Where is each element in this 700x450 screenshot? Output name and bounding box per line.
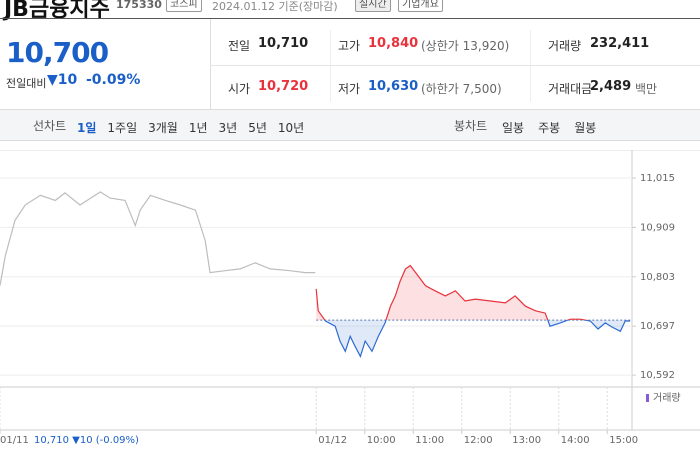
period-tab[interactable]: 1년 bbox=[188, 121, 208, 135]
price: 10,700 bbox=[6, 36, 109, 69]
stock-name: JB금융지주 bbox=[4, 0, 110, 22]
stat-note: (하한가 7,500) bbox=[421, 82, 502, 96]
change-pct: -0.09% bbox=[86, 72, 141, 88]
stat-value: 2,489 bbox=[590, 79, 632, 94]
tab-bar: 선차트 1일 1주일 3개월 1년 3년 5년 10년 봉차트 일봉 주봉 월봉 bbox=[0, 109, 700, 141]
volume-legend: 거래량 bbox=[653, 392, 681, 404]
stat-value: 10,630 bbox=[368, 79, 419, 94]
x-tick-label: 13:00 bbox=[512, 435, 541, 446]
volume-legend-swatch bbox=[646, 394, 649, 402]
period-tab[interactable]: 10년 bbox=[277, 121, 305, 135]
x-tick-label: 11:00 bbox=[415, 435, 444, 446]
price-line bbox=[0, 191, 316, 286]
stat-label: 전일 bbox=[228, 39, 251, 53]
prev-info: 10,710 ▼10 (-0.09%) bbox=[34, 435, 139, 446]
chart: 11,015 10,909 10,803 10,697 10,592 01/11 01/12… bbox=[0, 150, 700, 446]
candle-tab[interactable]: 일봉 bbox=[502, 121, 525, 135]
period-tab[interactable]: 3개월 bbox=[148, 121, 178, 135]
stat-label: 고가 bbox=[338, 39, 361, 53]
x-tick-label: 01/12 bbox=[318, 435, 347, 446]
stat-value: 10,720 bbox=[258, 79, 309, 94]
x-tick-label: 10:00 bbox=[367, 435, 396, 446]
change-label: 전일대비 bbox=[6, 77, 47, 90]
divider bbox=[530, 30, 531, 102]
change: ▼10 bbox=[47, 72, 78, 88]
stat-note: (상한가 13,920) bbox=[421, 39, 510, 53]
stat-label: 거래대금 bbox=[548, 82, 593, 96]
x-tick-label: 15:00 bbox=[609, 435, 638, 446]
y-tick-label: 11,015 bbox=[640, 173, 675, 184]
divider bbox=[210, 65, 700, 66]
period-tab[interactable]: 3년 bbox=[218, 121, 238, 135]
x-tick-label: 12:00 bbox=[464, 435, 493, 446]
stat-value: 10,710 bbox=[258, 36, 309, 51]
candle-tab[interactable]: 주봉 bbox=[538, 121, 561, 135]
price-area bbox=[316, 320, 631, 357]
market-badge: 코스피 bbox=[166, 0, 202, 12]
candle-chart-label: 봉차트 bbox=[454, 119, 488, 133]
y-tick-label: 10,909 bbox=[640, 222, 675, 233]
x-tick-label: 14:00 bbox=[561, 435, 590, 446]
realtime-badge[interactable]: 실시간 bbox=[355, 0, 391, 12]
period-tab[interactable]: 1일 bbox=[77, 121, 97, 135]
period-tab[interactable]: 1주일 bbox=[107, 121, 138, 135]
y-tick-label: 10,592 bbox=[640, 370, 675, 381]
divider bbox=[210, 19, 211, 109]
divider bbox=[330, 30, 331, 102]
company-dropdown[interactable]: 기업개요 bbox=[398, 0, 443, 12]
divider bbox=[0, 18, 700, 19]
stat-label: 저가 bbox=[338, 82, 361, 96]
y-tick-label: 10,803 bbox=[640, 272, 675, 283]
stat-value: 232,411 bbox=[590, 36, 650, 51]
stat-value: 10,840 bbox=[368, 36, 419, 51]
line-chart-label: 선차트 bbox=[33, 119, 67, 133]
candle-tab[interactable]: 월봉 bbox=[574, 121, 597, 135]
stat-label: 시가 bbox=[228, 82, 251, 96]
periods: 1일 1주일 3개월 1년 3년 5년 10년 bbox=[77, 117, 315, 136]
period-tab[interactable]: 5년 bbox=[248, 121, 267, 135]
price-line bbox=[324, 320, 631, 358]
x-tick-label: 01/11 bbox=[0, 435, 29, 446]
date: 2024.01.12 기준(장마감) bbox=[212, 0, 338, 13]
y-tick-label: 10,697 bbox=[640, 321, 675, 332]
stat-note: 백만 bbox=[635, 82, 658, 96]
price-area bbox=[316, 265, 586, 321]
stock-code: 175330 bbox=[116, 0, 162, 11]
price-line bbox=[315, 264, 589, 321]
stat-label: 거래량 bbox=[548, 39, 582, 53]
candle-periods: 일봉 주봉 월봉 bbox=[502, 117, 610, 136]
